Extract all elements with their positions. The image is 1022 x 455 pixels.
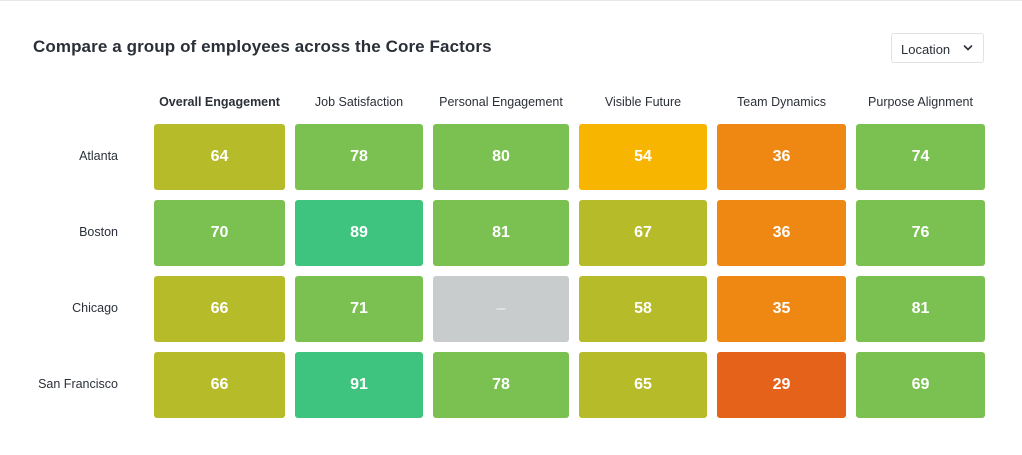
heatmap-cell-atlanta-personal-engagement[interactable]: 80 — [433, 124, 569, 190]
heatmap-cell-san-francisco-team-dynamics[interactable]: 29 — [717, 352, 846, 418]
heatmap-cell-boston-purpose-alignment[interactable]: 76 — [856, 200, 985, 266]
heatmap-cell-atlanta-overall-engagement[interactable]: 64 — [154, 124, 285, 190]
heatmap-cell-san-francisco-purpose-alignment[interactable]: 69 — [856, 352, 985, 418]
row-label-san-francisco: San Francisco — [38, 377, 118, 391]
column-header-job-satisfaction: Job Satisfaction — [314, 95, 404, 109]
row-label-boston: Boston — [79, 225, 118, 239]
heatmap-cell-chicago-team-dynamics[interactable]: 35 — [717, 276, 846, 342]
row-label-chicago: Chicago — [72, 301, 118, 315]
heatmap-cell-boston-overall-engagement[interactable]: 70 — [154, 200, 285, 266]
heatmap-cell-san-francisco-visible-future[interactable]: 65 — [579, 352, 707, 418]
heatmap-cell-boston-job-satisfaction[interactable]: 89 — [295, 200, 423, 266]
heatmap-cell-atlanta-visible-future[interactable]: 54 — [579, 124, 707, 190]
heatmap-cell-boston-personal-engagement[interactable]: 81 — [433, 200, 569, 266]
heatmap-cell-chicago-overall-engagement[interactable]: 66 — [154, 276, 285, 342]
column-header-overall-engagement: Overall Engagement — [159, 95, 280, 109]
group-by-selected-value: Location — [901, 42, 951, 57]
column-header-team-dynamics: Team Dynamics — [737, 95, 826, 109]
heatmap-cell-san-francisco-personal-engagement[interactable]: 78 — [433, 352, 569, 418]
heatmap-cell-atlanta-job-satisfaction[interactable]: 78 — [295, 124, 423, 190]
row-label-atlanta: Atlanta — [79, 149, 118, 163]
column-header-visible-future: Visible Future — [604, 95, 682, 109]
heatmap-cell-san-francisco-job-satisfaction[interactable]: 91 — [295, 352, 423, 418]
page-title: Compare a group of employees across the … — [33, 37, 492, 56]
group-by-dropdown[interactable]: Location — [891, 33, 984, 63]
heatmap-cell-san-francisco-overall-engagement[interactable]: 66 — [154, 352, 285, 418]
heatmap-cell-boston-visible-future[interactable]: 67 — [579, 200, 707, 266]
heatmap-cell-boston-team-dynamics[interactable]: 36 — [717, 200, 846, 266]
heatmap-cell-chicago-personal-engagement[interactable]: – — [433, 276, 569, 342]
top-divider — [0, 0, 1022, 1]
heatmap-cell-chicago-job-satisfaction[interactable]: 71 — [295, 276, 423, 342]
heatmap-cell-atlanta-purpose-alignment[interactable]: 74 — [856, 124, 985, 190]
heatmap-cell-chicago-purpose-alignment[interactable]: 81 — [856, 276, 985, 342]
chevron-down-icon — [963, 45, 973, 51]
column-header-purpose-alignment: Purpose Alignment — [868, 95, 973, 109]
heatmap-cell-atlanta-team-dynamics[interactable]: 36 — [717, 124, 846, 190]
column-header-personal-engagement: Personal Engagement — [439, 95, 563, 109]
heatmap-cell-chicago-visible-future[interactable]: 58 — [579, 276, 707, 342]
